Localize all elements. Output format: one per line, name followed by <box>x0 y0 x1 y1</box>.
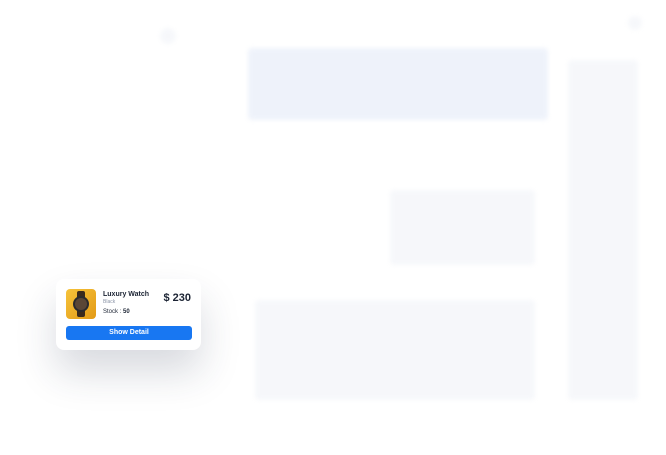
show-detail-button[interactable]: Show Detail <box>66 326 192 340</box>
table <box>255 300 535 400</box>
product-name: Luxury Watch <box>103 291 150 298</box>
stock-value: 50 <box>123 309 130 315</box>
logo <box>160 28 176 44</box>
watch-icon <box>73 291 89 317</box>
price: $ 230 <box>163 292 191 304</box>
avatar <box>628 16 642 30</box>
stock: Stock : 50 <box>103 309 130 315</box>
banner <box>248 48 548 120</box>
bar-chart <box>390 190 535 265</box>
stock-label: Stock : <box>103 309 122 315</box>
product-image <box>66 289 96 319</box>
sidebar <box>568 60 638 400</box>
product-variant: Black <box>103 299 116 305</box>
product-card: Luxury Watch Black Stock : 50 $ 230 Show… <box>56 279 201 350</box>
